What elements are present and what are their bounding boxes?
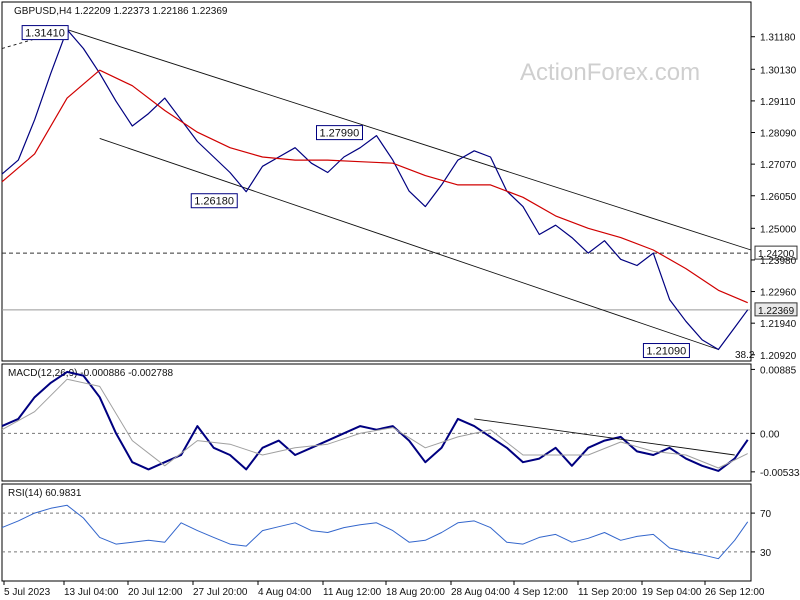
macd-y-tick-label: -0.005334 [760,468,800,479]
macd-panel-frame [1,363,752,482]
x-tick-label: 18 Aug 20:00 [386,587,445,598]
price-annotation-box [190,193,238,209]
x-tick-label: 27 Jul 20:00 [193,587,248,598]
x-tick-label: 19 Sep 04:00 [642,587,702,598]
price-annotation-box [21,25,69,41]
x-axis-ticks: 5 Jul 2023 13 Jul 04:00 20 Jul 12:00 27 Jul… [3,581,765,598]
price-y-tick-label: 1.31180 [760,33,796,44]
x-tick-label: 4 Aug 04:00 [258,587,312,598]
macd-y-tick-label: 0.00885 [760,365,797,376]
price-panel-frame [1,1,752,362]
x-tick-label: 4 Sep 12:00 [514,587,568,598]
price-annotation-label: 1.31410 [25,28,65,40]
price-header: GBPUSD,H4 1.22209 1.22373 1.22186 1.2236… [14,6,228,17]
rsi-header: RSI(14) 60.9831 [8,488,82,499]
price-y-tick-label: 1.29110 [760,97,796,108]
price-y-tick-label: 1.21940 [760,319,797,330]
price-y-tick-label: 1.26050 [760,192,797,203]
price-annotation-box [316,125,363,141]
watermark: ActionForex.com [520,59,700,86]
price-y-tick-label: 1.27070 [760,160,797,171]
rsi-lines [1,504,751,560]
price-level-label: 1.24200 [758,249,795,260]
rsi-line [1,504,749,560]
channel-lower-line [99,137,719,350]
macd-lines [1,370,751,472]
price-y-tick-label: 1.30130 [760,65,797,76]
price-annotation-label: 1.26180 [194,196,234,208]
price-level-label: 1.22369 [758,306,795,317]
x-tick-label: 5 Jul 2023 [4,587,51,598]
fib-label: 38.2 [735,350,755,361]
price-level-box [754,245,798,260]
x-tick-label: 13 Jul 04:00 [64,587,119,598]
y-axis-ticks: 1.31180 1.30130 1.29110 1.28090 1.27070 1.260… [751,33,800,559]
x-tick-label: 11 Sep 20:00 [578,587,637,598]
price-level-box [754,302,798,317]
price-y-tick-label: 1.25000 [760,224,797,235]
x-tick-label: 11 Aug 12:00 [323,587,382,598]
rsi-y-tick-label: 30 [760,548,772,559]
price-y-tick-label: 1.22960 [760,288,797,299]
x-tick-label: 26 Sep 12:00 [705,587,765,598]
price-annotations: 1.31410 1.27990 1.26180 1.21090 [21,25,690,359]
price-y-tick-label: 1.28090 [760,129,797,140]
price-y-tick-label: 1.23980 [760,256,797,267]
rsi-y-tick-label: 70 [760,509,772,520]
macd-signal-line [1,378,748,469]
price-annotation-label: 1.21090 [646,346,686,358]
x-tick-label: 28 Aug 04:00 [451,587,510,598]
macd-header: MACD(12,26,9) -0.000886 -0.002788 [8,368,174,379]
x-tick-label: 20 Jul 12:00 [128,587,183,598]
rsi-panel-frame [1,483,752,582]
price-y-tick-label: 1.20920 [760,351,797,362]
price-levels: 1.24200 1.22369 [2,245,798,317]
ma-series-line [1,69,748,304]
price-series-line [1,29,749,351]
price-annotation-box [642,343,690,359]
macd-line [1,370,749,472]
macd-trendline [474,418,735,456]
price-annotation-label: 1.27990 [320,128,360,140]
macd-y-tick-label: 0.00 [760,429,780,440]
channel-upper-line [66,29,752,251]
